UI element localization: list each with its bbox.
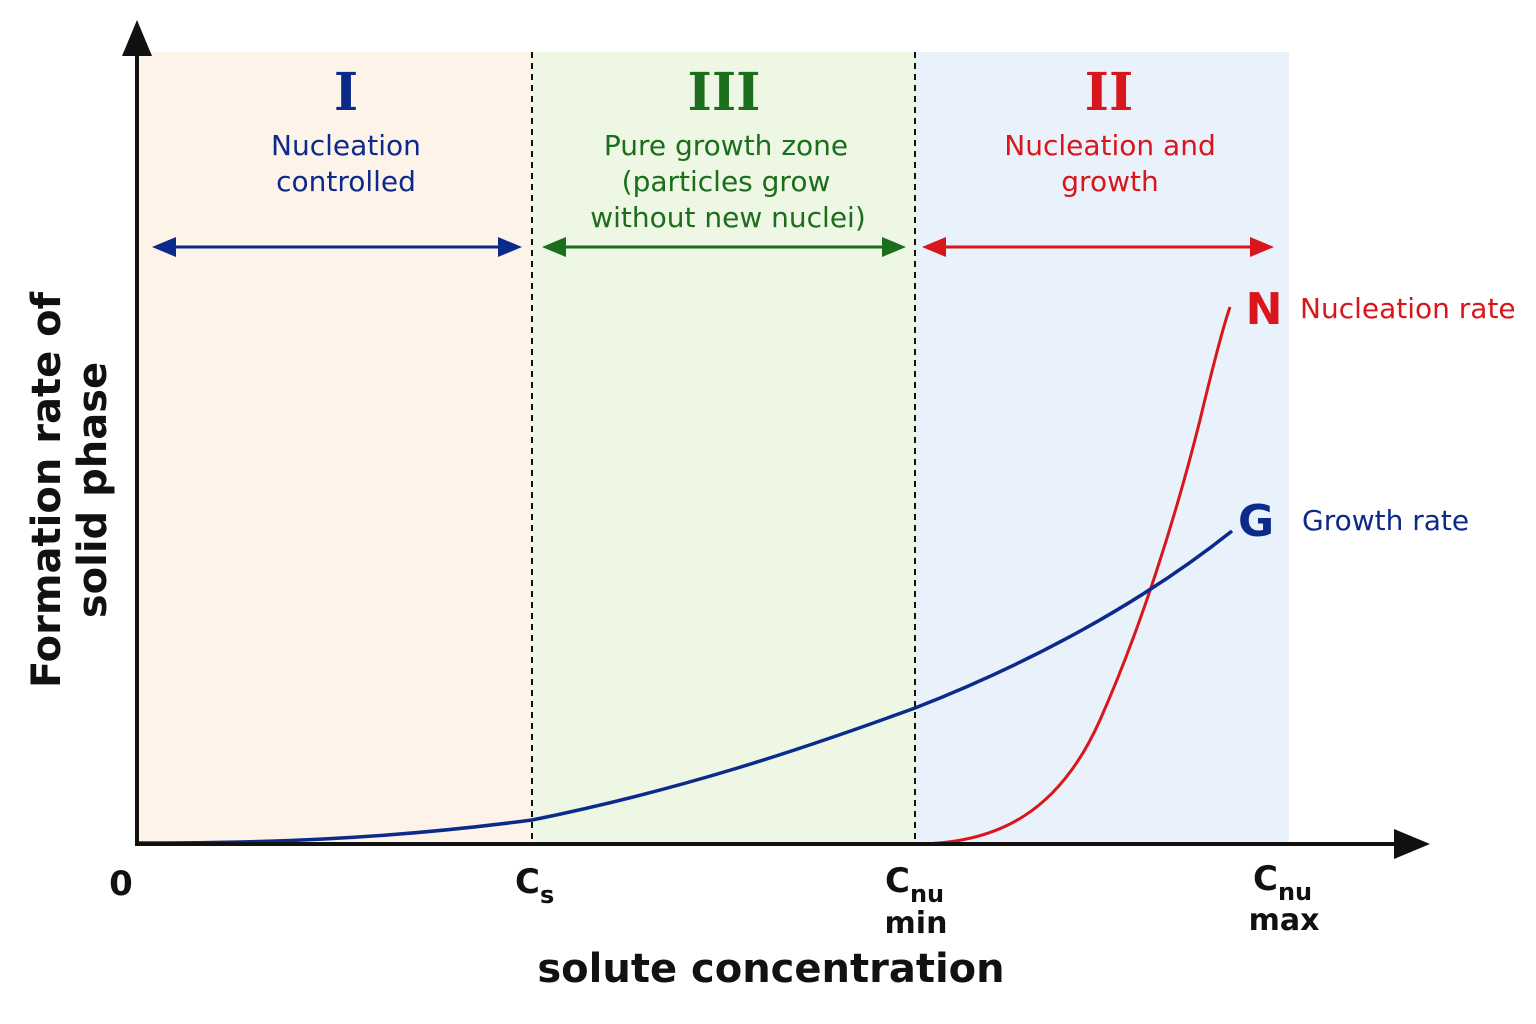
nucleation-rate-curve <box>137 306 1232 846</box>
x-tick-cnu-max-sub: nu <box>1278 878 1312 906</box>
zone-III-numeral: III <box>688 62 761 123</box>
zone-I-description-line2: controlled <box>276 165 416 198</box>
zone-III-description-line1: Pure growth zone <box>604 129 848 162</box>
x-tick-cnu-min-main: C <box>885 861 910 901</box>
y-axis-title-line1: Formation rate of <box>24 291 70 688</box>
growth-rate-curve <box>136 529 1234 845</box>
zone-III-description-line2: (particles grow <box>622 165 831 198</box>
nucleation-curve-label: Nucleation rate <box>1300 292 1516 325</box>
growth-curve-label: Growth rate <box>1302 504 1469 537</box>
growth-curve-letter: G <box>1238 496 1274 547</box>
x-tick-cnu-max-under: max <box>1249 903 1320 938</box>
x-tick-cnu-min: Cnu <box>885 861 944 908</box>
x-tick-cs: Cs <box>515 862 554 909</box>
zone-II-range-arrow <box>922 237 1274 257</box>
x-tick-cs-sub: s <box>540 881 554 909</box>
zone-II-description-line1: Nucleation and <box>1004 129 1215 162</box>
x-tick-origin: 0 <box>109 864 133 904</box>
zone-I-background <box>137 52 532 844</box>
x-axis-title: solute concentration <box>537 946 1004 992</box>
y-axis <box>122 20 152 846</box>
x-axis <box>135 829 1430 859</box>
zone-I-description-line1: Nucleation <box>271 129 421 162</box>
x-tick-cnu-min-sub: nu <box>910 880 944 908</box>
zone-I-numeral: I <box>334 62 358 123</box>
nucleation-curve-letter: N <box>1246 284 1283 335</box>
x-tick-cnu-min-under: min <box>885 906 948 941</box>
y-axis-title: Formation rate of solid phase <box>24 291 116 688</box>
zone-II-description-line2: growth <box>1061 165 1158 198</box>
y-axis-title-line2: solid phase <box>70 362 116 618</box>
zone-III-background <box>532 52 915 844</box>
x-tick-cnu-max-main: C <box>1253 859 1278 899</box>
zone-I-range-arrow <box>152 237 522 257</box>
x-tick-cs-main: C <box>515 862 540 902</box>
zone-II-numeral: II <box>1085 62 1134 123</box>
zone-III-description-line3: without new nuclei) <box>590 201 866 234</box>
x-tick-cnu-max: Cnu <box>1253 859 1312 906</box>
zone-III-range-arrow <box>542 237 906 257</box>
